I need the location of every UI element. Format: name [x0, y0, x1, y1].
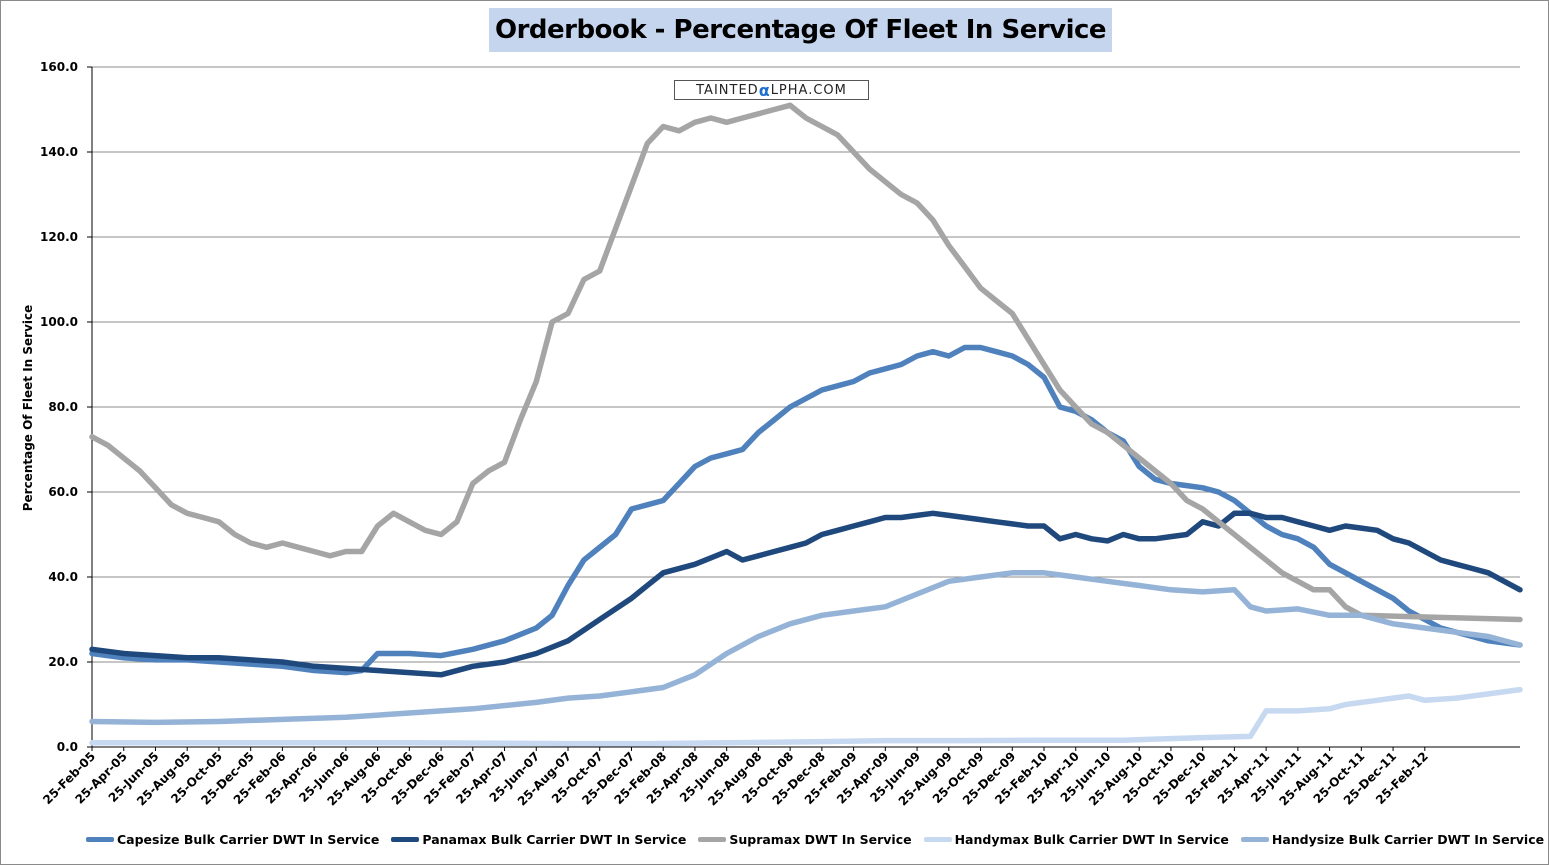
legend-label: Panamax Bulk Carrier DWT In Service [422, 832, 687, 847]
x-tick-labels: 25-Feb-0525-Apr-0525-Jun-0525-Aug-0525-O… [40, 749, 1431, 808]
y-tick-label: 0.0 [57, 740, 78, 754]
legend-label: Supramax DWT In Service [729, 832, 912, 847]
legend-label: Handymax Bulk Carrier DWT In Service [954, 832, 1229, 847]
legend-swatch [86, 837, 114, 842]
series-lines [89, 102, 1523, 747]
legend-item: Supramax DWT In Service [698, 832, 912, 847]
series-line-3 [89, 102, 1523, 623]
y-tick-label: 120.0 [40, 230, 78, 244]
legend-item: Capesize Bulk Carrier DWT In Service [86, 832, 379, 847]
y-tick-labels: 0.0 20.0 40.0 60.0 80.0 100.0 120.0 140.0 160.0 [40, 60, 78, 754]
chart-title-box: Orderbook - Percentage Of Fleet In Servi… [489, 8, 1113, 52]
series-line-2 [89, 510, 1523, 678]
legend: Capesize Bulk Carrier DWT In Service Pana… [86, 832, 1544, 847]
y-tick-label: 80.0 [48, 400, 78, 414]
legend-label: Handysize Bulk Carrier DWT In Service [1271, 832, 1545, 847]
legend-item: Panamax Bulk Carrier DWT In Service [391, 832, 686, 847]
legend-swatch [698, 837, 727, 842]
grid-lines [92, 66, 1520, 663]
legend-swatch [923, 837, 952, 842]
axes [87, 66, 1520, 751]
y-tick-label: 20.0 [48, 655, 78, 669]
watermark-logo: TAINTED α LPHA.COM [674, 80, 869, 100]
y-tick-label: 60.0 [48, 485, 78, 499]
legend-swatch [1240, 837, 1269, 842]
series-line-4 [89, 686, 1523, 747]
legend-label: Capesize Bulk Carrier DWT In Service [117, 832, 380, 847]
chart-title: Orderbook - Percentage Of Fleet In Servi… [495, 15, 1107, 45]
legend-item: Handymax Bulk Carrier DWT In Service [923, 832, 1229, 847]
y-tick-label: 140.0 [40, 145, 78, 159]
legend-swatch [391, 837, 420, 842]
series-line-1 [89, 344, 1523, 676]
y-tick-label: 40.0 [48, 570, 78, 584]
series-line-5 [89, 570, 1523, 726]
legend-item: Handysize Bulk Carrier DWT In Service [1240, 832, 1545, 847]
y-tick-label: 100.0 [40, 315, 78, 329]
y-axis-title: Percentage Of Fleet In Service [21, 305, 35, 512]
y-tick-label: 160.0 [40, 60, 78, 74]
